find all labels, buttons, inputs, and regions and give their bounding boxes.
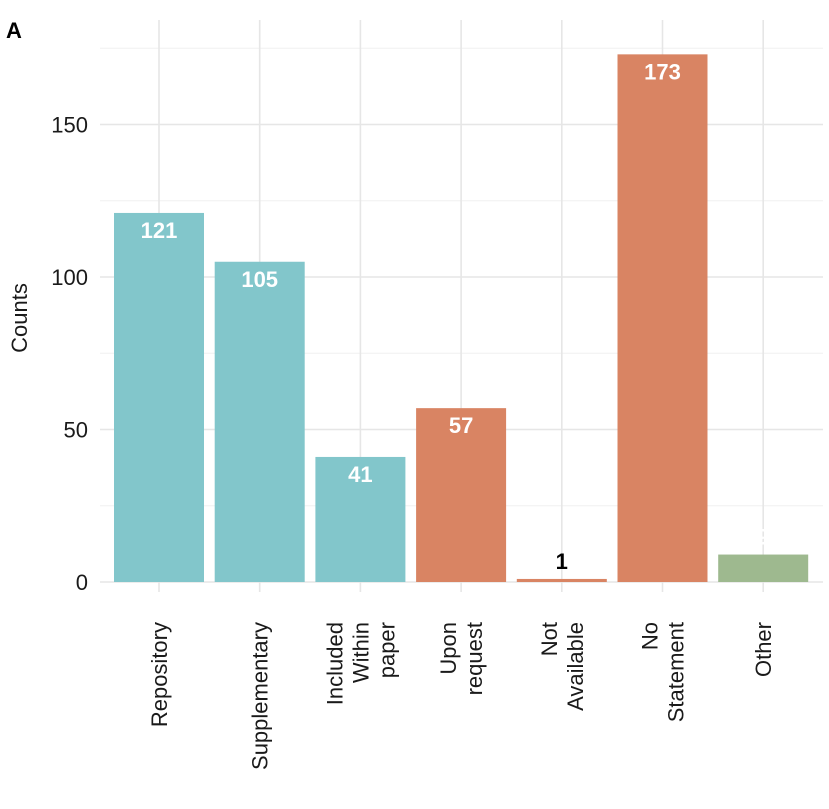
- bar-value-label: 105: [241, 267, 278, 292]
- bar-value-label: 121: [141, 218, 178, 243]
- x-tick-label-line: Upon: [436, 622, 461, 675]
- bars: [114, 54, 809, 583]
- y-tick-label: 50: [64, 418, 88, 443]
- x-tick-label: Upon request: [436, 622, 487, 695]
- x-tick-label: Repository: [147, 622, 172, 727]
- x-tick-label-line: Supplementary: [248, 622, 273, 770]
- bar-value-label: 57: [449, 413, 473, 438]
- x-tick-label-line: Available: [563, 622, 588, 711]
- bar-value-label: 41: [348, 462, 372, 487]
- x-tick-label: Not Available: [537, 622, 588, 711]
- x-tick-label-line: Statement: [664, 622, 689, 722]
- bar-value-label: 9: [757, 525, 769, 550]
- bar-value-label: 173: [644, 59, 681, 84]
- y-axis-label: Counts: [7, 283, 32, 353]
- x-tick-label: No Statement: [638, 622, 689, 722]
- y-tick-label: 0: [76, 570, 88, 595]
- x-tick-label: Included Within paper: [322, 622, 399, 705]
- x-tick-label-line: Included: [322, 622, 347, 705]
- bar: [114, 212, 204, 582]
- x-tick-label-line: Within: [348, 622, 373, 683]
- x-tick-label: Other: [751, 622, 776, 677]
- bar-value-labels: 121 105 41 57 1 173 9: [141, 59, 770, 574]
- y-axis-ticks: 0 50 100 150: [51, 113, 88, 596]
- x-tick-label-line: Other: [751, 622, 776, 677]
- x-tick-label-line: Repository: [147, 622, 172, 727]
- x-tick-label-line: request: [462, 622, 487, 695]
- x-tick-label: Supplementary: [248, 622, 273, 770]
- x-tick-label-line: Not: [537, 622, 562, 656]
- x-tick-label-line: No: [638, 622, 663, 650]
- bar-value-label: 1: [556, 549, 568, 574]
- bar: [718, 554, 809, 582]
- x-tick-label-line: paper: [374, 622, 399, 678]
- bar: [416, 408, 507, 582]
- bar: [516, 578, 607, 582]
- x-axis-ticks: Repository Supplementary Included Within pap…: [147, 622, 776, 770]
- y-tick-label: 150: [51, 113, 88, 138]
- bar: [214, 261, 305, 582]
- y-tick-label: 100: [51, 265, 88, 290]
- bar: [617, 54, 708, 583]
- panel-label: A: [6, 18, 22, 43]
- bar: [315, 456, 406, 582]
